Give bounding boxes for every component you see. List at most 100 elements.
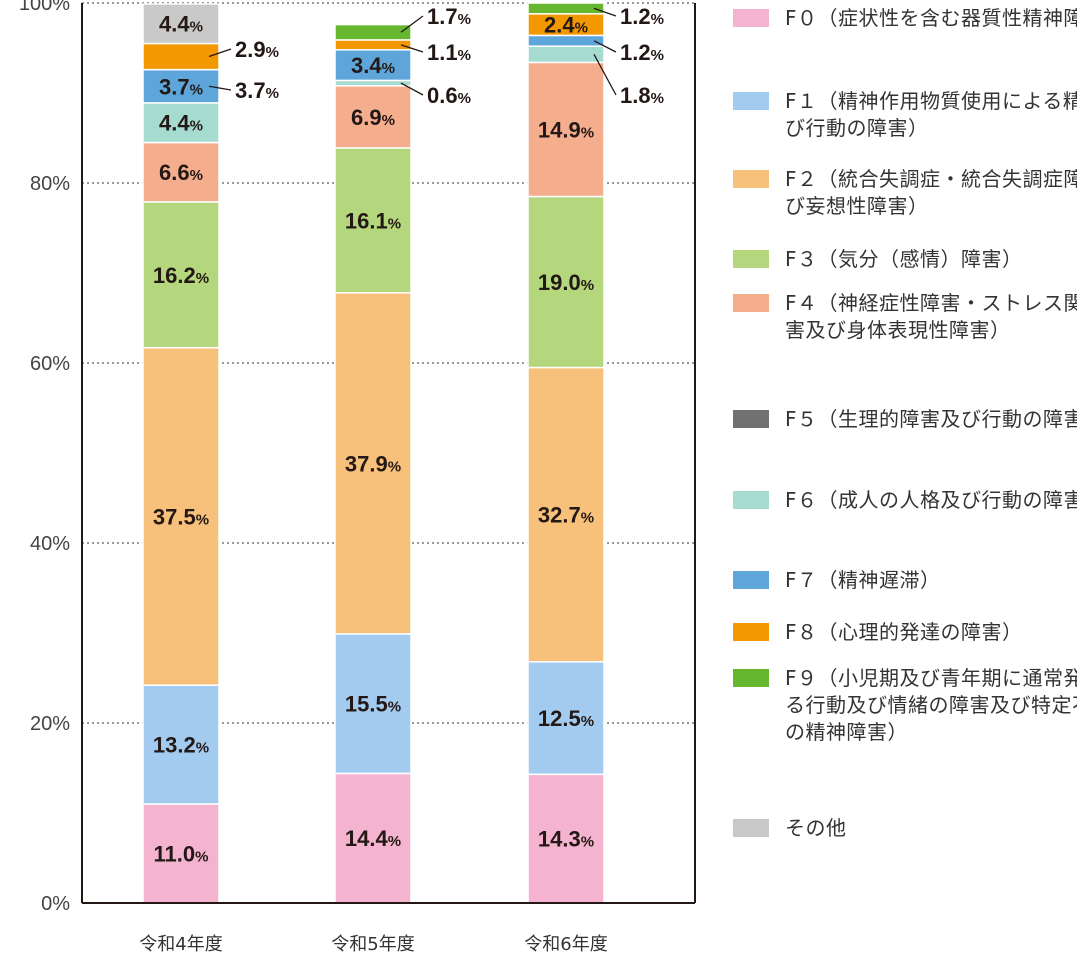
- x-category-label: 令和5年度: [331, 934, 414, 955]
- data-label: 13.2%: [153, 733, 209, 758]
- bar-segment: [334, 39, 412, 51]
- bar-segment: [334, 79, 412, 87]
- leader-line: [593, 7, 617, 17]
- data-label: 37.9%: [345, 451, 401, 476]
- data-label: 1.1%: [427, 40, 471, 65]
- leader-line: [208, 48, 232, 58]
- x-category-label: 令和4年度: [139, 934, 222, 955]
- data-label: 37.5%: [153, 504, 209, 529]
- axes: 0% 20% 40% 60% 80% 100% 令和4年度 令和5年度 令和6年度: [19, 0, 696, 955]
- data-label: 1.2%: [620, 40, 664, 65]
- legend-label: F４（神経症性障害・ストレス関連障害及び身体表現性障害）: [785, 291, 1077, 342]
- legend-swatch: [733, 92, 769, 110]
- legend-label: その他: [785, 816, 847, 840]
- data-label: 0.6%: [427, 83, 471, 108]
- data-label: 14.4%: [345, 826, 401, 851]
- data-label: 2.9%: [235, 37, 279, 62]
- data-label: 6.9%: [351, 105, 395, 130]
- bar-segment: [527, 61, 605, 198]
- data-label: 11.0%: [154, 842, 209, 867]
- legend-item: F５（生理的障害及び行動の障害）: [733, 406, 1077, 433]
- legend-item: F７（精神遅滞）: [733, 567, 1077, 594]
- data-label: 16.1%: [345, 208, 401, 233]
- bar-segment: [527, 661, 605, 776]
- legend-swatch: [733, 250, 769, 268]
- legend-label: F７（精神遅滞）: [785, 568, 941, 592]
- y-tick-label: 80%: [30, 173, 70, 195]
- data-label: 16.2%: [153, 263, 209, 288]
- leader-line: [208, 85, 232, 91]
- data-label: 2.4%: [544, 13, 588, 38]
- legend-item: F０（症状性を含む器質性精神障害）: [733, 5, 1077, 32]
- leader-line: [400, 44, 424, 53]
- legend-label: F８（心理的発達の障害）: [785, 620, 1023, 644]
- stacked-bar-chart: 0%20%40%60%80%100%令和4年度 令和5年度 令和6年度 11.0%1…: [19, 0, 696, 955]
- leader-line: [593, 40, 617, 53]
- data-label: 4.4%: [159, 12, 203, 37]
- legend-label: F０（症状性を含む器質性精神障害）: [785, 6, 1077, 30]
- bar-segment: [527, 773, 605, 904]
- leader-line: [593, 53, 617, 96]
- x-category-label: 令和6年度: [524, 934, 607, 955]
- legend-swatch: [733, 410, 769, 428]
- data-labels: 11.0% 13.2% 37.5% 16.2% 6.6% 4.4% 3.7% 4.4% 14.4…: [153, 4, 664, 867]
- legend-item: F１（精神作用物質使用による精神及び行動の障害）: [733, 88, 1077, 142]
- data-label: 3.4%: [351, 53, 395, 78]
- legend-swatch: [733, 669, 769, 687]
- legend-swatch: [733, 9, 769, 27]
- bar-segment: [527, 195, 605, 369]
- legend-swatch: [733, 294, 769, 312]
- legend-swatch: [733, 170, 769, 188]
- legend-label: F５（生理的障害及び行動の障害）: [785, 407, 1077, 431]
- bar-segment: [527, 366, 605, 663]
- data-label: 1.7%: [427, 4, 471, 29]
- legend-item: F６（成人の人格及び行動の障害）: [733, 487, 1077, 514]
- bar-segment: [527, 2, 605, 15]
- data-label: 15.5%: [345, 692, 401, 717]
- data-label: 4.4%: [159, 111, 203, 136]
- bar-segment: [334, 85, 412, 149]
- data-label: 32.7%: [538, 503, 594, 528]
- data-label: 19.0%: [538, 270, 594, 295]
- bar-segment: [142, 68, 220, 104]
- bar-segment: [527, 45, 605, 64]
- data-label: 14.9%: [538, 117, 594, 142]
- legend-label: F３（気分（感情）障害）: [785, 247, 1023, 271]
- legend-label: F９（小児期及び青年期に通常発症する行動及び情緒の障害及び特定不能の精神障害）: [785, 666, 1077, 744]
- legend-item: F９（小児期及び青年期に通常発症する行動及び情緒の障害及び特定不能の精神障害）: [733, 665, 1077, 746]
- data-label: 1.2%: [620, 4, 664, 29]
- leader-line: [400, 82, 424, 96]
- data-label: 3.7%: [235, 78, 279, 103]
- bar-segment: [334, 147, 412, 294]
- data-label: 6.6%: [159, 160, 203, 185]
- data-label: 14.3%: [538, 827, 594, 852]
- legend-item: F３（気分（感情）障害）: [733, 246, 1077, 273]
- legend-swatch: [733, 819, 769, 837]
- y-tick-label: 60%: [30, 353, 70, 375]
- legend-item: F４（神経症性障害・ストレス関連障害及び身体表現性障害）: [733, 290, 1077, 344]
- bar-segment: [142, 346, 220, 686]
- legend-item: F２（統合失調症・統合失調症障害及び妄想性障害）: [733, 166, 1077, 220]
- data-label: 12.5%: [538, 706, 594, 731]
- data-label: 1.8%: [620, 83, 664, 108]
- y-tick-label: 0%: [41, 893, 70, 915]
- bars: [142, 2, 605, 904]
- y-tick-label: 20%: [30, 713, 70, 735]
- bar-segment: [142, 684, 220, 805]
- legend-swatch: [733, 623, 769, 641]
- bar-segment: [334, 772, 412, 904]
- bar-segment: [334, 23, 412, 41]
- leader-line: [400, 15, 424, 33]
- legend-label: F１（精神作用物質使用による精神及び行動の障害）: [785, 89, 1077, 140]
- bar-segment: [334, 292, 412, 635]
- legend-label: F２（統合失調症・統合失調症障害及び妄想性障害）: [785, 167, 1077, 218]
- legend-item: その他: [733, 815, 1077, 842]
- legend-swatch: [733, 571, 769, 589]
- y-tick-label: 40%: [30, 533, 70, 555]
- y-tick-label: 100%: [19, 0, 70, 15]
- bar-segment: [142, 3, 220, 45]
- data-label: 3.7%: [159, 74, 203, 99]
- bar-segment: [334, 49, 412, 82]
- bar-segment: [142, 803, 220, 904]
- legend-item: F８（心理的発達の障害）: [733, 619, 1077, 646]
